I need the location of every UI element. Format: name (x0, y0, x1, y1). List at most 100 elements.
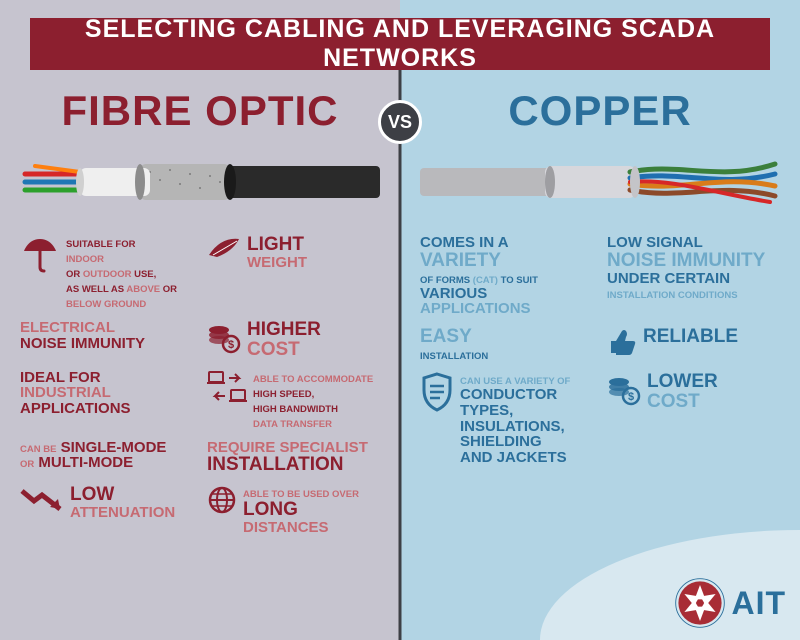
fibre-features: SUITABLE FOR INDOOR OR OUTDOOR USE, AS WELL… (20, 235, 380, 536)
feature-text-fragment: SHIELDING (460, 433, 542, 450)
feature-text: LOWATTENUATION (70, 485, 175, 521)
feature-text-fragment: LOW (70, 484, 114, 505)
feature-item: LIGHTWEIGHT (207, 235, 380, 310)
feature-text-fragment: APPLICATIONS (20, 400, 131, 417)
feature-text-fragment: APPLICATIONS (420, 300, 531, 317)
center-divider (399, 70, 402, 640)
feature-text: SUITABLE FOR INDOOR OR OUTDOOR USE, AS WELL… (66, 235, 177, 310)
feature-text-fragment: UNDER CERTAIN (607, 270, 730, 287)
copper-heading: COPPER (420, 87, 780, 135)
feature-item: ABLE TO BE USED OVERLONGDISTANCES (207, 485, 380, 536)
feature-item: RELIABLE (607, 327, 780, 362)
fibre-panel: FIBRE OPTIC SUITABLE FORINDO (0, 0, 400, 640)
feature-text-fragment: CAN BE (20, 444, 56, 455)
feature-text: RELIABLE (643, 327, 738, 347)
copper-panel: COPPER COMES IN AVARIETYOF FORMS (CAT) T… (400, 0, 800, 640)
title-text: SELECTING CABLING AND LEVERAGING SCADA N… (30, 15, 770, 73)
feature-text-fragment: LOWER (647, 371, 718, 392)
feature-text: EASY INSTALLATION (420, 327, 488, 362)
feature-text-fragment: HIGHER (247, 319, 321, 340)
svg-text:$: $ (628, 391, 634, 403)
feature-text: LOW SIGNALNOISE IMMUNITYUNDER CERTAININS… (607, 235, 765, 301)
feature-text-fragment: NOISE IMMUNITY (20, 335, 145, 352)
feature-text-fragment: TO SUIT (498, 275, 538, 286)
feature-text: ABLE TO BE USED OVERLONGDISTANCES (243, 485, 359, 536)
feature-text-fragment: HIGH SPEED, (253, 389, 314, 400)
feature-text: CAN BE SINGLE-MODEOR MULTI-MODE (20, 440, 166, 472)
feature-text-fragment: INSTALLATION (207, 454, 344, 475)
feature-text-fragment: MULTI-MODE (34, 454, 133, 471)
feature-text-fragment: USE, (131, 269, 156, 280)
thumb-icon (607, 327, 637, 360)
feature-text-fragment: VARIOUS (420, 285, 487, 302)
feature-item: LOW SIGNALNOISE IMMUNITYUNDER CERTAININS… (607, 235, 780, 317)
trend-down-icon (20, 485, 64, 518)
feature-text: COMES IN AVARIETYOF FORMS (CAT) TO SUITV… (420, 235, 538, 317)
feature-item: EASY INSTALLATION (420, 327, 593, 362)
feature-text-fragment: AS WELL AS (66, 284, 124, 295)
fibre-cable-svg (20, 152, 380, 212)
copper-features: COMES IN AVARIETYOF FORMS (CAT) TO SUITV… (420, 235, 780, 466)
feature-text-fragment: ATTENUATION (70, 504, 175, 521)
vs-label: VS (388, 112, 412, 133)
feature-text-fragment: LOW SIGNAL (607, 234, 703, 251)
feature-text-fragment: IDEAL FOR (20, 369, 101, 386)
feature-text-fragment: INDOOR (66, 254, 104, 265)
feature-text: LOWERCOST (647, 372, 718, 412)
feature-text-fragment: CONDUCTOR TYPES, (460, 386, 557, 419)
feature-item: REQUIRE SPECIALISTINSTALLATION (207, 440, 380, 476)
feature-text-fragment: REQUIRE SPECIALIST (207, 439, 368, 456)
feature-text-fragment: OR (160, 284, 177, 295)
feature-text-fragment: INSULATIONS, (460, 418, 565, 435)
feature-text-fragment: OUTDOOR (80, 269, 131, 280)
fibre-cable-illustration (20, 147, 380, 217)
feature-text-fragment: BELOW GROUND (66, 299, 146, 310)
feature-text-fragment: ABOVE (124, 284, 160, 295)
feature-text-fragment: ABLE TO ACCOMMODATE (253, 374, 373, 385)
copper-cable-illustration (420, 147, 780, 217)
feature-text-fragment: COMES IN A (420, 234, 509, 251)
feature-text-fragment: DISTANCES (243, 519, 329, 536)
feature-text-fragment: DATA TRANSFER (253, 419, 332, 430)
infographic-root: SELECTING CABLING AND LEVERAGING SCADA N… (0, 0, 800, 640)
coins-icon: $ (607, 372, 641, 409)
feature-item: SUITABLE FOR INDOOR OR OUTDOOR USE, AS WELL… (20, 235, 193, 310)
feature-text-fragment: HIGH BANDWIDTH (253, 404, 338, 415)
feature-item: COMES IN AVARIETYOF FORMS (CAT) TO SUITV… (420, 235, 593, 317)
feature-text: CAN USE A VARIETY OFCONDUCTOR TYPES,INSU… (460, 372, 593, 466)
feature-text: REQUIRE SPECIALISTINSTALLATION (207, 440, 368, 476)
feature-text-fragment: COST (247, 339, 300, 360)
copper-cable-svg (420, 152, 780, 212)
feature-text-fragment: EASY (420, 326, 472, 347)
feature-text-fragment: ELECTRICAL (20, 319, 115, 336)
laptops-icon (207, 370, 247, 407)
ait-logo: AIT (673, 576, 786, 630)
feature-text-fragment: RELIABLE (643, 326, 738, 347)
svg-text:$: $ (228, 339, 234, 351)
feature-text-fragment: NOISE IMMUNITY (607, 250, 765, 271)
feature-item: IDEAL FORINDUSTRIALAPPLICATIONS (20, 370, 193, 430)
feature-item: CAN USE A VARIETY OFCONDUCTOR TYPES,INSU… (420, 372, 593, 466)
title-banner: SELECTING CABLING AND LEVERAGING SCADA N… (30, 18, 770, 70)
feature-text: ABLE TO ACCOMMODATE HIGH SPEED, HIGH BANDW… (253, 370, 373, 430)
gear-icon (673, 576, 727, 630)
feature-item: ELECTRICALNOISE IMMUNITY (20, 320, 193, 360)
feature-item: $ HIGHERCOST (207, 320, 380, 360)
feature-text-fragment: SINGLE-MODE (56, 439, 166, 456)
feature-text-fragment: LONG (243, 499, 298, 520)
feature-item: ABLE TO ACCOMMODATE HIGH SPEED, HIGH BANDW… (207, 370, 380, 430)
feature-text: IDEAL FORINDUSTRIALAPPLICATIONS (20, 370, 131, 417)
feature-text-fragment: INSTALLATION (420, 351, 488, 362)
shield-icon (420, 372, 454, 415)
feature-item: CAN BE SINGLE-MODEOR MULTI-MODE (20, 440, 193, 476)
coins-icon: $ (207, 320, 241, 357)
logo-text: AIT (731, 585, 786, 622)
feature-text-fragment: SUITABLE FOR (66, 239, 136, 250)
feature-text-fragment: INDUSTRIAL (20, 384, 111, 401)
fibre-heading: FIBRE OPTIC (20, 87, 380, 135)
feature-text-fragment: VARIETY (420, 250, 501, 271)
feature-text-fragment: COST (647, 391, 700, 412)
umbrella-icon (20, 235, 60, 278)
feature-text-fragment: WEIGHT (247, 254, 307, 271)
feature-text: HIGHERCOST (247, 320, 321, 360)
